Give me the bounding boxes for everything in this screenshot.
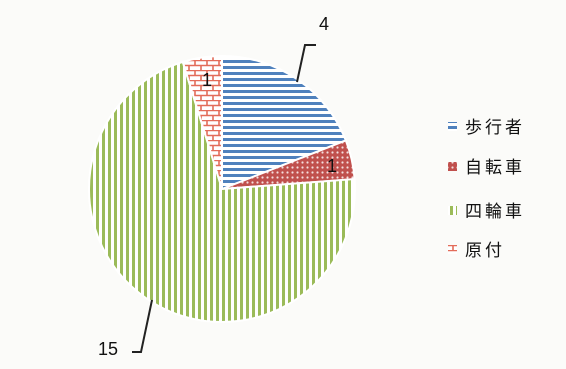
data-label-pedestrian: 4 — [319, 14, 329, 34]
legend-item-four-wheel: 四輪車 — [448, 202, 525, 222]
legend-swatch — [448, 245, 457, 254]
legend-label: 歩行者 — [465, 118, 525, 138]
data-label-moped: 1 — [202, 70, 212, 90]
legend-swatch — [448, 162, 457, 171]
leader-line-pedestrian — [296, 44, 316, 83]
legend-label: 四輪車 — [465, 202, 525, 222]
legend-swatch — [448, 206, 457, 215]
leader-line-four-wheel — [132, 299, 153, 353]
legend-item-moped: 原付 — [448, 241, 505, 261]
legend-label: 原付 — [465, 241, 505, 261]
legend-item-pedestrian: 歩行者 — [448, 118, 525, 138]
slice-four-wheel — [88, 60, 357, 323]
slice-moped — [181, 54, 223, 190]
legend-item-bicycle: 自転車 — [448, 158, 525, 178]
leader-lines — [132, 44, 316, 353]
legend-swatch — [448, 122, 457, 131]
data-label-bicycle: 1 — [327, 156, 337, 176]
data-label-four-wheel: 15 — [98, 339, 118, 359]
legend-label: 自転車 — [465, 158, 525, 178]
